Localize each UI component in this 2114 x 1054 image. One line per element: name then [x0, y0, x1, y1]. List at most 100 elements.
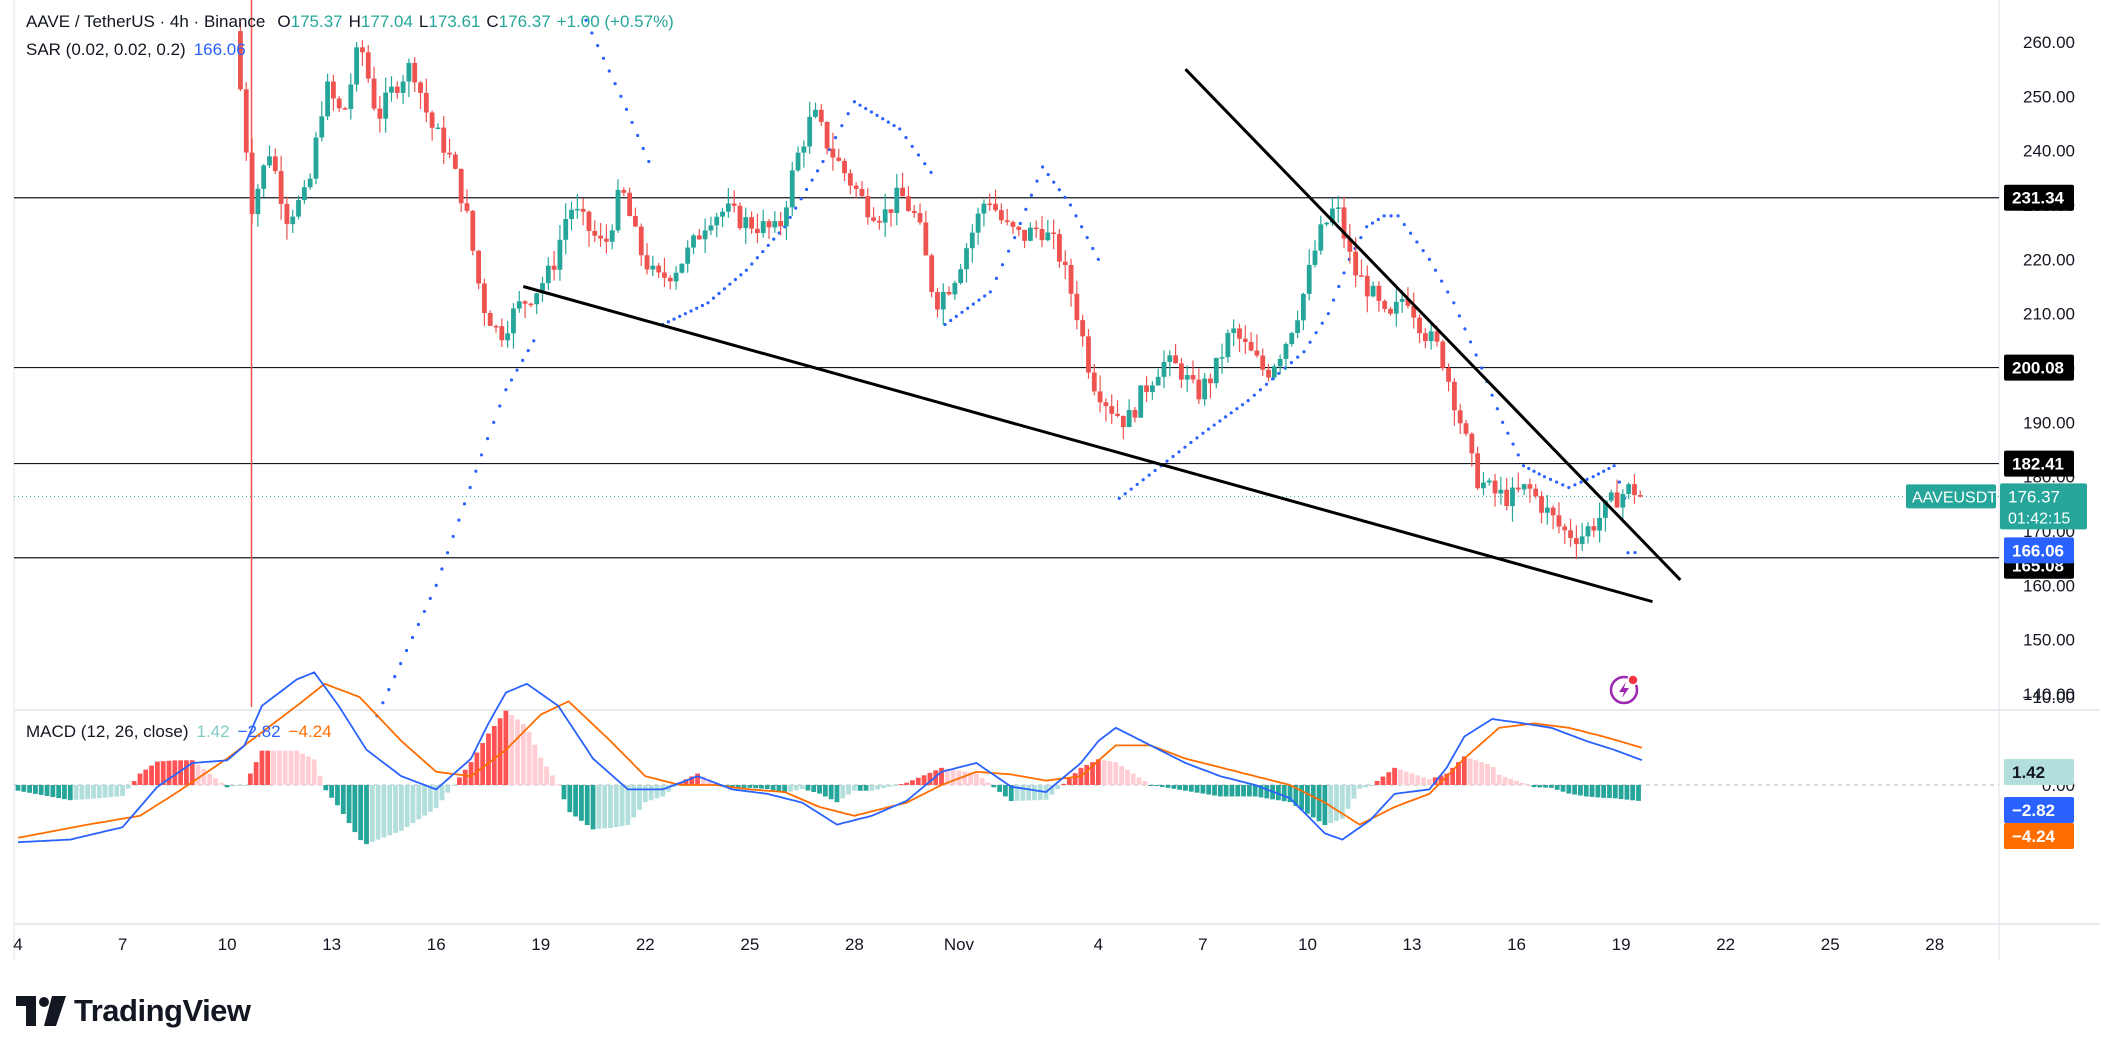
candle-body — [452, 154, 458, 169]
macd-hist-bar — [689, 776, 695, 785]
sar-dot — [672, 317, 676, 321]
macd-hist-bar — [532, 744, 538, 785]
macd-hist-bar — [1322, 785, 1328, 826]
candle-body — [1208, 378, 1213, 384]
candle-body — [389, 86, 394, 93]
macd-hist-bar — [79, 785, 85, 800]
candle-body — [330, 81, 336, 99]
candle-body — [383, 92, 389, 119]
macd-hist-bar — [62, 785, 67, 800]
symbol-legend[interactable]: AAVE / TetherUS · 4h · Binance O175.37 H… — [26, 12, 674, 32]
macd-hist-bar — [439, 785, 445, 801]
sar-dot — [1396, 214, 1400, 218]
candle-body — [1039, 228, 1045, 241]
macd-hist-bar — [881, 785, 886, 789]
sar-dot — [601, 56, 606, 60]
horizontal-levels[interactable] — [14, 197, 1999, 559]
macd-hist-bar — [335, 785, 340, 806]
sar-dot — [794, 206, 798, 210]
candle-body — [1190, 375, 1196, 380]
candle-body — [487, 313, 493, 326]
candle-body — [441, 127, 447, 153]
candle-body — [935, 292, 940, 310]
macd-hist-bar — [364, 785, 369, 845]
candle-body — [284, 203, 290, 225]
macd-hist-bar — [1061, 783, 1066, 785]
macd-hist-bar — [451, 785, 457, 786]
candle-body — [842, 160, 847, 174]
macd-hist-bar — [1055, 785, 1061, 790]
candle-body — [569, 209, 574, 219]
sar-dot — [1000, 263, 1005, 267]
candle-body — [894, 187, 900, 213]
sar-dot — [706, 301, 710, 305]
candle-body — [423, 92, 429, 113]
time-axis[interactable]: 4 7 10 13 16 19 22 25 28 Nov 4 7 10 13 16 19 22 25 28 — [13, 935, 1944, 954]
macd-hist-bar — [1607, 785, 1612, 799]
trendlines[interactable] — [522, 68, 1682, 604]
candle-body — [1393, 301, 1399, 314]
lightning-alert-icon[interactable] — [1609, 674, 1639, 705]
macd-hist-bar — [120, 785, 125, 797]
candle-body — [1573, 538, 1579, 545]
sar-dot — [1117, 496, 1121, 500]
symbol-title[interactable]: AAVE / TetherUS · 4h · Binance — [26, 12, 266, 31]
macd-badge-hist-bg — [2004, 759, 2074, 785]
macd-hist-bar — [927, 772, 933, 785]
candle-body — [1242, 338, 1248, 342]
high-value: 177.04 — [360, 12, 413, 31]
sar-dot — [526, 349, 530, 353]
macd-hist-bar — [1409, 773, 1415, 785]
macd-hist-bar — [706, 779, 712, 785]
candle-body — [557, 239, 563, 270]
candle-body — [545, 265, 551, 284]
sar-dot — [1532, 469, 1536, 473]
macd-hist-bar — [1252, 785, 1258, 797]
sar-dot — [1573, 483, 1577, 487]
candle-body — [1486, 480, 1492, 483]
sar-dot — [624, 107, 629, 111]
macd-hist-bar — [230, 785, 236, 787]
macd-badge-signal: −4.24 — [2012, 827, 2056, 846]
macd-hist-bar — [520, 723, 526, 785]
candle-body — [685, 247, 691, 264]
sar-dot — [1029, 193, 1034, 197]
macd-hist-bar — [828, 785, 834, 800]
sar-dot — [923, 162, 927, 166]
macd-hist-bar — [468, 762, 474, 785]
macd-label[interactable]: MACD (12, 26, close) — [26, 722, 189, 741]
sar-label[interactable]: SAR (0.02, 0.02, 0.2) — [26, 40, 186, 59]
macd-hist-bar — [1415, 775, 1421, 785]
macd-hist-bar — [1328, 785, 1334, 823]
macd-legend[interactable]: MACD (12, 26, close) 1.42 −2.82 −4.24 — [26, 722, 332, 742]
macd-pane[interactable] — [14, 671, 1999, 845]
macd-hist-bar — [422, 785, 427, 816]
candle-body — [720, 211, 725, 217]
candle-body — [1620, 493, 1626, 508]
sar-legend[interactable]: SAR (0.02, 0.02, 0.2) 166.06 — [26, 40, 246, 60]
candle-body — [360, 47, 365, 53]
sar-dot — [777, 231, 781, 235]
macd-hist-bar — [33, 785, 38, 794]
candle-body — [650, 265, 656, 270]
candle-body — [1271, 366, 1277, 378]
candle-body — [609, 230, 615, 242]
macd-hist-bar — [38, 785, 44, 795]
candle-body — [638, 226, 644, 256]
candle-body — [853, 185, 859, 190]
macd-hist-bar — [91, 785, 96, 799]
time-tick-label: 28 — [1925, 935, 1944, 954]
tradingview-logo[interactable]: TradingView — [16, 993, 251, 1029]
macd-hist-bar — [985, 782, 991, 785]
macd-hist-bar — [1095, 759, 1101, 785]
sar-dot — [1074, 214, 1078, 218]
brand-name: TradingView — [74, 993, 251, 1028]
candle-body — [1080, 320, 1086, 337]
candle-body — [940, 291, 946, 310]
candle-body — [1033, 227, 1039, 230]
candle-body — [946, 291, 952, 295]
candle-body — [1248, 341, 1254, 351]
sar-dot — [943, 322, 947, 327]
sar-dot — [532, 339, 536, 343]
